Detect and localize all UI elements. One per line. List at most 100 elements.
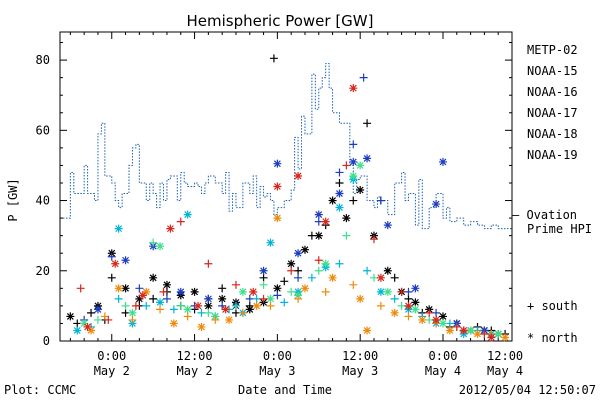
- data-point-south: [107, 273, 116, 282]
- ovation-hpi-line: [60, 63, 512, 230]
- legend-north-symbol: * north: [527, 331, 578, 345]
- data-point-north: [466, 326, 475, 335]
- data-point-south: [135, 284, 144, 293]
- data-point-north: [93, 305, 102, 314]
- data-point-north: [80, 319, 89, 328]
- data-point-north: [432, 315, 441, 324]
- data-point-north: [335, 203, 344, 212]
- data-point-south: [259, 280, 268, 289]
- data-point-north: [349, 157, 358, 166]
- legend-metp-02: METP-02: [527, 43, 578, 57]
- data-point-north: [249, 287, 258, 296]
- data-point-north: [218, 294, 227, 303]
- data-point-north: [356, 186, 365, 195]
- data-point-south: [259, 294, 268, 303]
- footer-plot-source: Plot: CCMC: [4, 383, 76, 397]
- legend-ovation-line1: — Ovation: [512, 208, 577, 222]
- x-tick-date-label: May 3: [342, 364, 378, 378]
- data-point-south: [404, 287, 413, 296]
- legend-noaa-17: NOAA-17: [527, 106, 578, 120]
- data-point-south: [183, 312, 192, 321]
- data-point-south: [335, 178, 344, 187]
- x-tick-time-label: 12:00: [487, 349, 523, 363]
- data-point-north: [376, 287, 385, 296]
- data-point-north: [114, 284, 123, 293]
- data-point-north: [487, 333, 496, 342]
- series-noaa-17: [80, 161, 503, 338]
- data-point-north: [252, 301, 261, 310]
- data-point-north: [190, 287, 199, 296]
- data-point-north: [287, 259, 296, 268]
- data-point-south: [294, 294, 303, 303]
- data-point-north: [266, 238, 275, 247]
- data-point-south: [231, 301, 240, 310]
- data-point-south: [294, 273, 303, 282]
- data-point-south: [100, 312, 109, 321]
- data-point-north: [73, 326, 82, 335]
- data-point-north: [138, 291, 147, 300]
- data-point-north: [128, 308, 137, 317]
- legend-noaa-19: NOAA-19: [527, 148, 578, 162]
- legend-south-symbol: + south: [527, 299, 578, 313]
- data-point-south: [445, 319, 454, 328]
- data-point-north: [204, 294, 213, 303]
- data-point-north: [473, 329, 482, 338]
- data-point-north: [183, 305, 192, 314]
- data-point-south: [156, 305, 165, 314]
- data-point-south: [87, 308, 96, 317]
- legend-noaa-15: NOAA-15: [527, 64, 578, 78]
- data-point-south: [231, 308, 240, 317]
- y-tick-label: 0: [43, 334, 50, 348]
- data-point-north: [149, 273, 158, 282]
- plot-frame: [59, 31, 513, 342]
- data-point-south: [425, 308, 434, 317]
- data-point-north: [349, 84, 358, 93]
- data-point-south: [280, 277, 289, 286]
- data-point-north: [404, 301, 413, 310]
- y-axis-label: P [GW]: [6, 178, 20, 221]
- data-point-south: [314, 266, 323, 275]
- data-point-south: [121, 308, 130, 317]
- data-point-north: [273, 159, 282, 168]
- data-point-north: [238, 287, 247, 296]
- x-tick-date-label: May 4: [487, 364, 523, 378]
- data-point-north: [156, 298, 165, 307]
- data-point-south: [342, 161, 351, 170]
- data-point-north: [328, 196, 337, 205]
- data-point-north: [111, 259, 120, 268]
- data-point-north: [121, 284, 130, 293]
- data-point-south: [231, 280, 240, 289]
- data-point-north: [194, 301, 203, 310]
- data-point-north: [438, 312, 447, 321]
- data-point-south: [294, 266, 303, 275]
- data-point-north: [314, 231, 323, 240]
- y-tick-label: 60: [36, 123, 50, 137]
- series-metp-02: [66, 54, 510, 338]
- data-point-south: [131, 301, 140, 310]
- data-point-south: [218, 301, 227, 310]
- data-point-south: [104, 315, 113, 324]
- data-point-south: [114, 294, 123, 303]
- data-point-north: [335, 189, 344, 198]
- data-point-north: [321, 259, 330, 268]
- data-point-north: [314, 210, 323, 219]
- data-point-north: [225, 315, 234, 324]
- data-point-south: [169, 305, 178, 314]
- x-tick-time-label: 0:00: [263, 349, 292, 363]
- data-point-north: [383, 266, 392, 275]
- x-tick-date-label: May 2: [177, 364, 213, 378]
- data-point-south: [342, 231, 351, 240]
- data-point-south: [93, 315, 102, 324]
- data-point-south: [162, 294, 171, 303]
- data-point-south: [259, 273, 268, 282]
- data-point-south: [142, 301, 151, 310]
- data-point-south: [307, 231, 316, 240]
- data-point-north: [273, 284, 282, 293]
- data-point-south: [390, 294, 399, 303]
- data-point-north: [245, 305, 254, 314]
- data-point-south: [376, 196, 385, 205]
- data-point-south: [204, 308, 213, 317]
- data-point-south: [245, 294, 254, 303]
- data-point-south: [349, 196, 358, 205]
- data-point-south: [363, 119, 372, 128]
